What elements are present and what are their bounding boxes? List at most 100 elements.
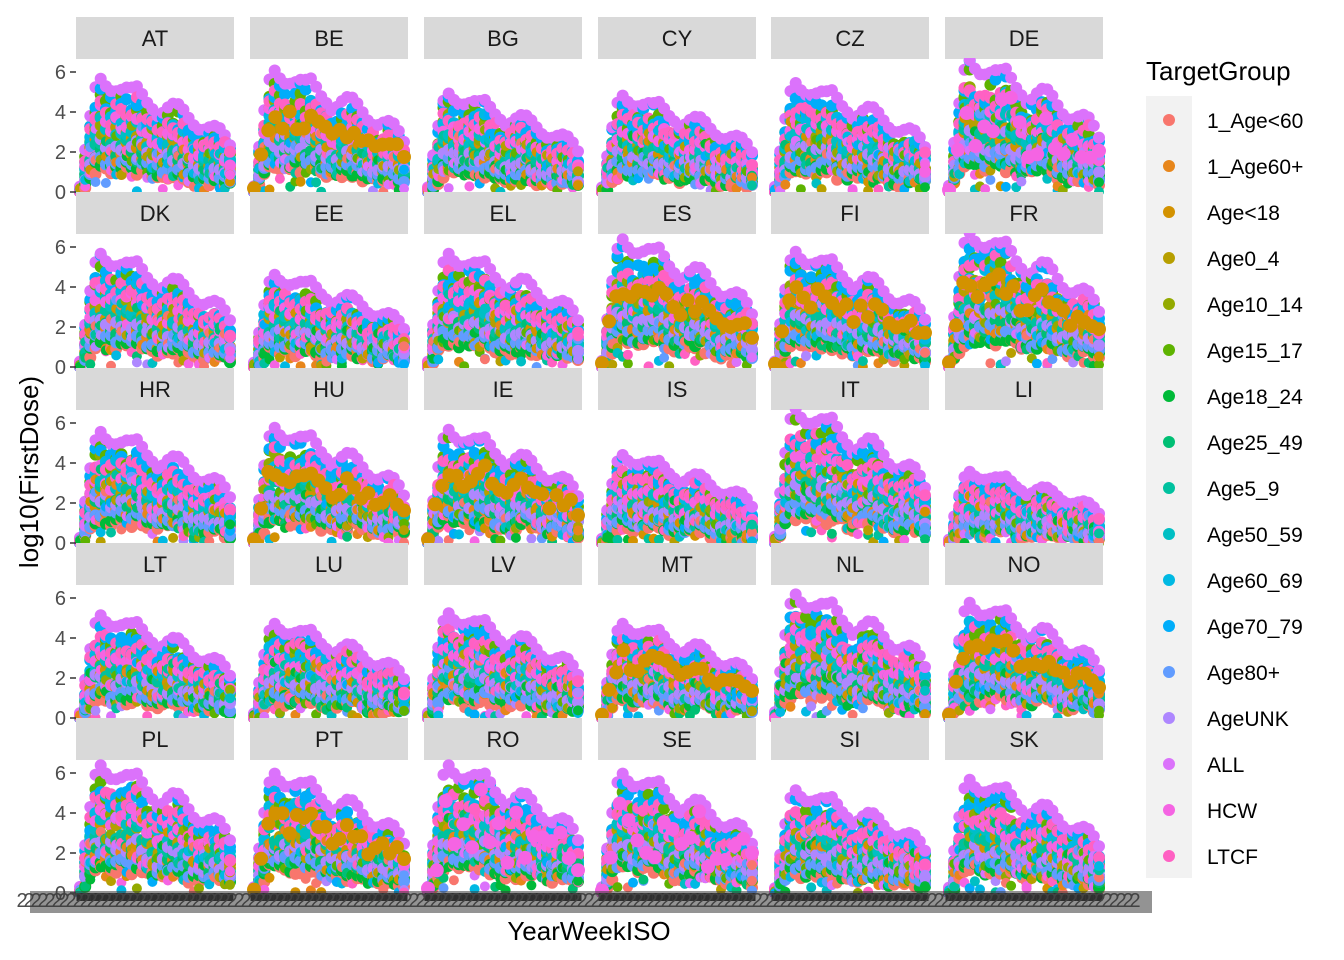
data-point — [873, 184, 884, 195]
facet-points — [596, 89, 758, 196]
facet-label: DE — [1009, 26, 1040, 51]
facet-strip — [945, 17, 1103, 59]
data-point — [573, 166, 583, 177]
data-point — [985, 174, 996, 185]
data-point — [120, 93, 133, 106]
data-point — [443, 183, 454, 194]
data-point — [136, 263, 149, 275]
data-point — [989, 73, 1002, 86]
data-point — [218, 304, 231, 317]
facet-strip — [424, 17, 582, 59]
data-point — [85, 359, 96, 370]
y-tick-label: 0 — [55, 357, 66, 379]
data-point — [1012, 115, 1027, 130]
data-point — [1094, 177, 1104, 188]
data-point — [1056, 147, 1071, 162]
data-point — [1003, 90, 1018, 105]
facet-strip — [76, 192, 234, 234]
data-point — [816, 184, 827, 195]
y-tick-label: 6 — [55, 237, 66, 259]
data-point — [919, 146, 931, 159]
data-point — [295, 176, 306, 187]
data-point — [269, 360, 280, 371]
data-point — [310, 80, 323, 93]
data-point — [920, 159, 930, 170]
data-point — [913, 131, 926, 144]
data-point — [274, 173, 285, 184]
facet-points — [247, 64, 411, 196]
data-point — [959, 106, 974, 120]
data-point — [247, 181, 261, 196]
data-point — [433, 354, 444, 365]
facet-strip — [250, 17, 408, 59]
facet-label: BE — [314, 26, 343, 51]
data-point — [225, 169, 235, 180]
data-point — [747, 180, 757, 191]
facet-cy: CY — [596, 17, 758, 196]
data-point — [1039, 111, 1054, 126]
facet-label: DK — [140, 201, 171, 226]
data-point — [950, 142, 965, 157]
data-point — [398, 323, 410, 335]
facet-strip — [771, 17, 929, 59]
data-point — [1000, 181, 1011, 192]
data-point — [100, 178, 111, 188]
data-point — [1093, 131, 1105, 144]
data-point — [747, 172, 757, 183]
data-point — [399, 341, 409, 352]
data-point — [573, 180, 583, 191]
facet-points — [74, 247, 236, 371]
facet-strip — [76, 17, 234, 59]
data-point — [1016, 176, 1027, 187]
data-point — [224, 145, 236, 158]
data-point — [572, 145, 584, 158]
data-point — [1030, 147, 1045, 162]
facet-label: CZ — [835, 26, 864, 51]
data-point — [116, 169, 127, 180]
data-point — [261, 123, 276, 138]
facet-cz: CZ — [769, 17, 931, 196]
facet-points — [422, 87, 584, 196]
data-point — [1093, 166, 1105, 179]
data-point — [224, 159, 236, 172]
facet-label: CY — [662, 26, 693, 51]
data-point — [1087, 119, 1100, 132]
data-point — [1092, 143, 1106, 158]
data-point — [1051, 99, 1064, 112]
facet-strip — [598, 17, 756, 59]
data-point — [275, 121, 290, 136]
data-point — [282, 104, 297, 119]
facet-ee: EE — [248, 192, 410, 371]
facet-strip — [250, 192, 408, 234]
data-point — [299, 83, 312, 96]
data-point — [780, 179, 791, 190]
data-point — [397, 150, 411, 164]
facet-label: AT — [142, 26, 168, 51]
facet-el: EL — [422, 192, 584, 371]
facet-label: BG — [487, 26, 519, 51]
facet-label: EL — [490, 201, 517, 226]
data-point — [1005, 71, 1018, 84]
data-point — [311, 177, 322, 188]
facet-points — [74, 72, 236, 196]
facet-label: EE — [314, 201, 343, 226]
data-point — [1065, 132, 1080, 147]
data-point — [999, 62, 1012, 75]
data-point — [297, 121, 311, 136]
data-point — [111, 350, 122, 361]
data-point — [224, 314, 236, 327]
data-point — [847, 184, 858, 195]
data-point — [225, 332, 235, 343]
data-point — [1046, 89, 1059, 102]
data-point — [268, 110, 283, 125]
y-tick-label: 2 — [55, 142, 66, 164]
data-point — [90, 177, 101, 187]
data-point — [920, 182, 930, 193]
y-tick-label: 4 — [55, 102, 66, 124]
data-point — [399, 164, 409, 175]
facet-points — [769, 77, 931, 196]
data-point — [980, 184, 991, 195]
data-point — [254, 147, 269, 162]
